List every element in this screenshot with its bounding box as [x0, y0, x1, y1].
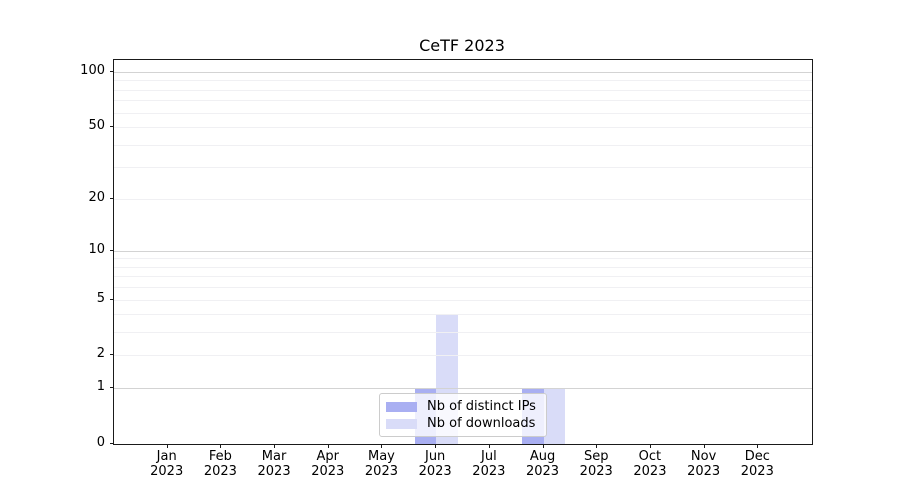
- y-tick-label-10: 10: [88, 241, 105, 257]
- x-tick-month-may: May: [368, 449, 395, 464]
- x-tick-mark-jul: [488, 444, 490, 448]
- x-tick-year-may: 2023: [364, 464, 398, 479]
- x-tick-month-apr: Apr: [316, 449, 340, 464]
- x-tick-year-dec: 2023: [740, 464, 774, 479]
- x-tick-year-sep: 2023: [579, 464, 613, 479]
- minor-gridline-50: [114, 126, 812, 128]
- legend-label-downloads: Nb of downloads: [427, 416, 536, 431]
- x-tick-month-oct: Oct: [638, 449, 662, 464]
- x-tick-year-jun: 2023: [418, 464, 452, 479]
- x-tick-month-feb: Feb: [208, 449, 232, 464]
- major-gridline-1: [114, 388, 812, 390]
- chart-title: CeTF 2023: [419, 36, 505, 55]
- x-tick-label-jul: Jul 2023: [459, 449, 519, 479]
- minor-gridline-6: [114, 287, 812, 289]
- x-tick-mark-nov: [703, 444, 705, 448]
- legend-swatch-downloads: [386, 418, 417, 429]
- x-tick-year-oct: 2023: [633, 464, 667, 479]
- x-tick-month-jun: Jun: [424, 449, 446, 464]
- minor-gridline-90: [114, 80, 812, 82]
- x-tick-label-may: May 2023: [351, 449, 411, 479]
- legend: Nb of distinct IPs Nb of downloads: [379, 393, 547, 437]
- legend-entry-distinct-ips: Nb of distinct IPs: [386, 398, 540, 415]
- y-tick-mark-10: [110, 249, 114, 251]
- minor-gridline-20: [114, 198, 812, 200]
- y-tick-label-20: 20: [88, 189, 105, 205]
- y-tick-label-5: 5: [96, 290, 105, 306]
- x-tick-mark-may: [381, 444, 383, 448]
- minor-gridline-4: [114, 314, 812, 316]
- x-tick-year-jan: 2023: [150, 464, 184, 479]
- x-tick-label-dec: Dec 2023: [727, 449, 787, 479]
- x-tick-year-nov: 2023: [687, 464, 721, 479]
- x-tick-year-aug: 2023: [525, 464, 560, 479]
- y-tick-mark-0: [110, 443, 114, 444]
- y-tick-label-1: 1: [96, 379, 105, 395]
- y-tick-mark-1: [110, 387, 114, 389]
- x-tick-label-jan: Jan 2023: [137, 449, 197, 479]
- x-tick-year-mar: 2023: [257, 464, 291, 479]
- y-tick-mark-100: [110, 70, 114, 72]
- x-tick-month-jan: Jan: [156, 449, 177, 464]
- x-tick-label-oct: Oct 2023: [620, 449, 680, 479]
- x-tick-mark-feb: [220, 444, 222, 448]
- minor-gridline-9: [114, 258, 812, 260]
- x-tick-label-apr: Apr 2023: [298, 449, 358, 479]
- minor-gridline-2: [114, 355, 812, 357]
- y-tick-label-0: 0: [96, 435, 105, 450]
- x-tick-month-sep: Sep: [583, 449, 609, 464]
- legend-swatch-distinct-ips: [386, 401, 417, 412]
- x-tick-month-jul: Jul: [481, 449, 497, 464]
- y-tick-label-50: 50: [88, 117, 105, 133]
- x-tick-label-sep: Sep 2023: [566, 449, 626, 479]
- bar-aug-downloads: [543, 388, 565, 444]
- x-tick-label-nov: Nov 2023: [674, 449, 734, 479]
- legend-label-distinct-ips: Nb of distinct IPs: [427, 399, 536, 414]
- y-tick-mark-50: [110, 125, 114, 127]
- minor-gridline-8: [114, 266, 812, 268]
- minor-gridline-60: [114, 112, 812, 114]
- x-tick-mark-jan: [166, 444, 168, 448]
- x-tick-year-apr: 2023: [311, 464, 345, 479]
- minor-gridline-7: [114, 276, 812, 278]
- legend-entry-downloads: Nb of downloads: [386, 415, 540, 432]
- plot-area: Nb of distinct IPs Nb of downloads: [113, 59, 813, 445]
- x-tick-label-feb: Feb 2023: [190, 449, 250, 479]
- minor-gridline-30: [114, 167, 812, 169]
- x-tick-label-jun: Jun 2023: [405, 449, 465, 479]
- x-tick-month-aug: Aug: [529, 449, 556, 464]
- x-tick-mark-apr: [327, 444, 329, 448]
- minor-gridline-80: [114, 89, 812, 91]
- x-tick-year-jul: 2023: [472, 464, 506, 479]
- minor-gridline-5: [114, 299, 812, 301]
- y-tick-mark-2: [110, 354, 114, 356]
- y-tick-label-100: 100: [80, 62, 105, 78]
- x-tick-month-mar: Mar: [261, 449, 287, 464]
- x-tick-label-mar: Mar 2023: [244, 449, 304, 479]
- minor-gridline-3: [114, 332, 812, 334]
- x-tick-mark-jun: [435, 444, 437, 448]
- x-tick-month-dec: Dec: [744, 449, 770, 464]
- y-tick-label-2: 2: [96, 346, 105, 362]
- x-tick-mark-sep: [596, 444, 598, 448]
- x-tick-year-feb: 2023: [203, 464, 237, 479]
- x-tick-mark-dec: [757, 444, 759, 448]
- y-tick-mark-20: [110, 197, 114, 199]
- x-tick-mark-mar: [274, 444, 276, 448]
- x-tick-mark-oct: [649, 444, 651, 448]
- minor-gridline-40: [114, 144, 812, 146]
- x-tick-mark-aug: [542, 444, 544, 448]
- y-tick-mark-5: [110, 298, 114, 300]
- minor-gridline-70: [114, 100, 812, 102]
- x-tick-month-nov: Nov: [690, 449, 717, 464]
- x-tick-label-aug: Aug 2023: [513, 449, 573, 479]
- major-gridline-100: [114, 71, 812, 73]
- major-gridline-10: [114, 250, 812, 252]
